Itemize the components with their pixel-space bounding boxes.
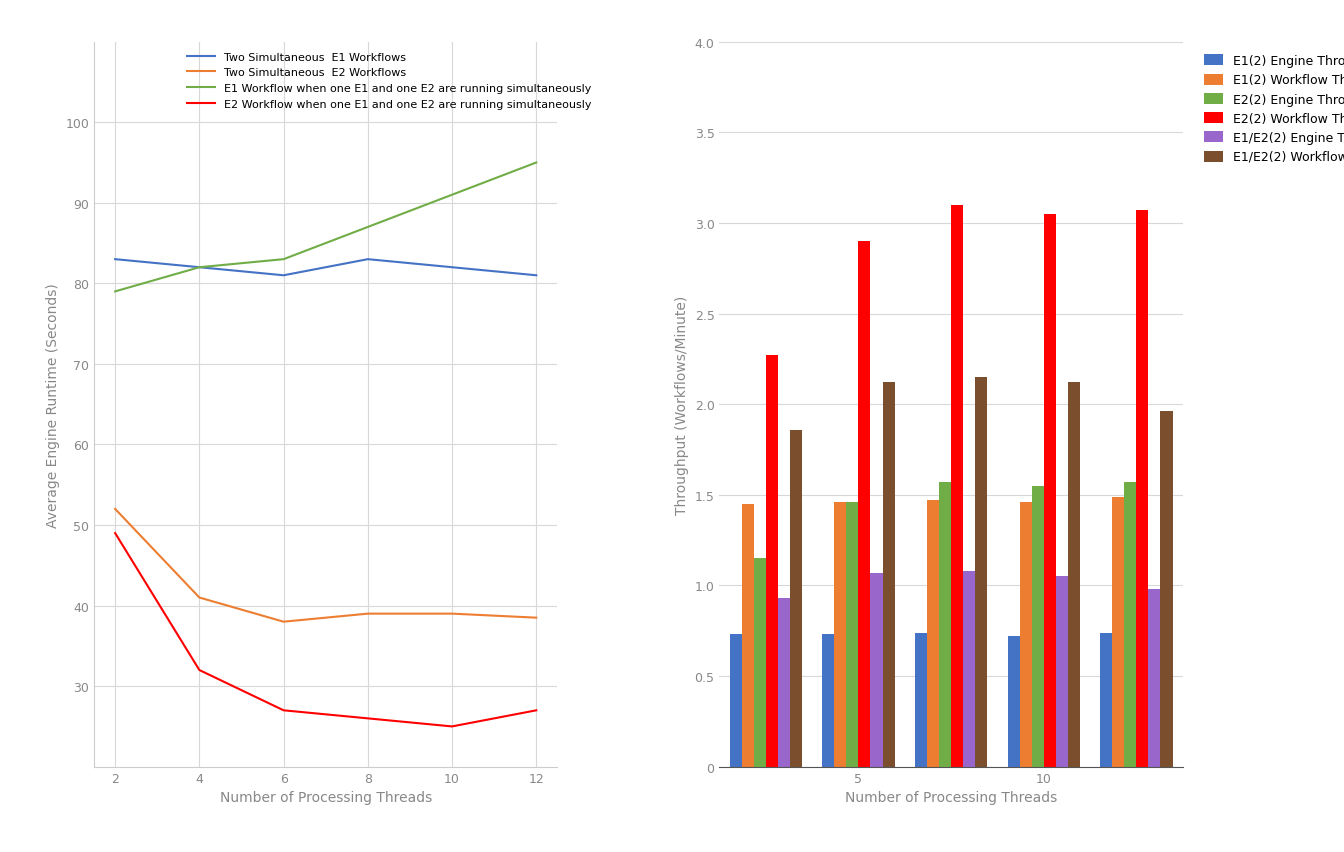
- Two Simultaneous  E2 Workflows: [108, 504, 124, 515]
- Line: E2 Workflow when one E1 and one E2 are running simultaneously: E2 Workflow when one E1 and one E2 are r…: [116, 533, 536, 727]
- E2 Workflow when one E1 and one E2 are running simultaneously: [108, 528, 124, 538]
- Two Simultaneous  E1 Workflows: [360, 255, 376, 265]
- Bar: [939, 482, 952, 767]
- E2 Workflow when one E1 and one E2 are running simultaneously: [444, 722, 460, 732]
- E1 Workflow when one E1 and one E2 are running simultaneously: [108, 287, 124, 297]
- Two Simultaneous  E2 Workflows: [191, 593, 207, 603]
- Bar: [1101, 633, 1113, 767]
- Bar: [1068, 383, 1079, 767]
- Bar: [883, 383, 895, 767]
- Bar: [742, 504, 754, 767]
- Line: Two Simultaneous  E1 Workflows: Two Simultaneous E1 Workflows: [116, 260, 536, 276]
- Y-axis label: Average Engine Runtime (Seconds): Average Engine Runtime (Seconds): [46, 283, 59, 527]
- E1 Workflow when one E1 and one E2 are running simultaneously: [360, 222, 376, 233]
- Bar: [823, 635, 835, 767]
- Bar: [859, 242, 871, 767]
- Bar: [1044, 215, 1056, 767]
- Line: Two Simultaneous  E2 Workflows: Two Simultaneous E2 Workflows: [116, 509, 536, 622]
- Bar: [1056, 577, 1068, 767]
- Bar: [754, 559, 766, 767]
- Legend: E1(2) Engine Throughput, E1(2) Workflow Throughput, E2(2) Engine Throughput, E2(: E1(2) Engine Throughput, E1(2) Workflow …: [1199, 49, 1344, 170]
- Bar: [730, 635, 742, 767]
- E2 Workflow when one E1 and one E2 are running simultaneously: [191, 665, 207, 676]
- X-axis label: Number of Processing Threads: Number of Processing Threads: [845, 790, 1058, 804]
- Bar: [778, 598, 790, 767]
- Two Simultaneous  E1 Workflows: [444, 262, 460, 273]
- Bar: [1113, 497, 1125, 767]
- Bar: [1137, 211, 1148, 767]
- Two Simultaneous  E1 Workflows: [528, 271, 544, 281]
- Two Simultaneous  E1 Workflows: [108, 255, 124, 265]
- Bar: [766, 356, 778, 767]
- Two Simultaneous  E2 Workflows: [528, 613, 544, 623]
- Bar: [1148, 590, 1160, 767]
- Bar: [964, 571, 976, 767]
- Y-axis label: Throughput (Workflows/Minute): Throughput (Workflows/Minute): [675, 295, 689, 515]
- Bar: [1160, 412, 1172, 767]
- Line: E1 Workflow when one E1 and one E2 are running simultaneously: E1 Workflow when one E1 and one E2 are r…: [116, 164, 536, 292]
- Bar: [1008, 636, 1020, 767]
- Legend: Two Simultaneous  E1 Workflows, Two Simultaneous  E2 Workflows, E1 Workflow when: Two Simultaneous E1 Workflows, Two Simul…: [183, 49, 597, 114]
- E1 Workflow when one E1 and one E2 are running simultaneously: [444, 190, 460, 200]
- Two Simultaneous  E1 Workflows: [276, 271, 292, 281]
- Two Simultaneous  E2 Workflows: [360, 609, 376, 619]
- E1 Workflow when one E1 and one E2 are running simultaneously: [276, 255, 292, 265]
- E1 Workflow when one E1 and one E2 are running simultaneously: [528, 158, 544, 169]
- E2 Workflow when one E1 and one E2 are running simultaneously: [360, 713, 376, 723]
- Bar: [976, 377, 988, 767]
- X-axis label: Number of Processing Threads: Number of Processing Threads: [219, 790, 431, 804]
- Bar: [835, 503, 847, 767]
- Bar: [915, 633, 927, 767]
- E1 Workflow when one E1 and one E2 are running simultaneously: [191, 262, 207, 273]
- Two Simultaneous  E2 Workflows: [276, 617, 292, 627]
- Bar: [871, 573, 883, 767]
- Two Simultaneous  E2 Workflows: [444, 609, 460, 619]
- Bar: [1032, 486, 1044, 767]
- Bar: [927, 501, 939, 767]
- Bar: [790, 430, 802, 767]
- Bar: [1125, 482, 1137, 767]
- E2 Workflow when one E1 and one E2 are running simultaneously: [276, 705, 292, 716]
- E2 Workflow when one E1 and one E2 are running simultaneously: [528, 705, 544, 716]
- Bar: [1020, 503, 1032, 767]
- Two Simultaneous  E1 Workflows: [191, 262, 207, 273]
- Bar: [847, 503, 859, 767]
- Bar: [952, 205, 964, 767]
